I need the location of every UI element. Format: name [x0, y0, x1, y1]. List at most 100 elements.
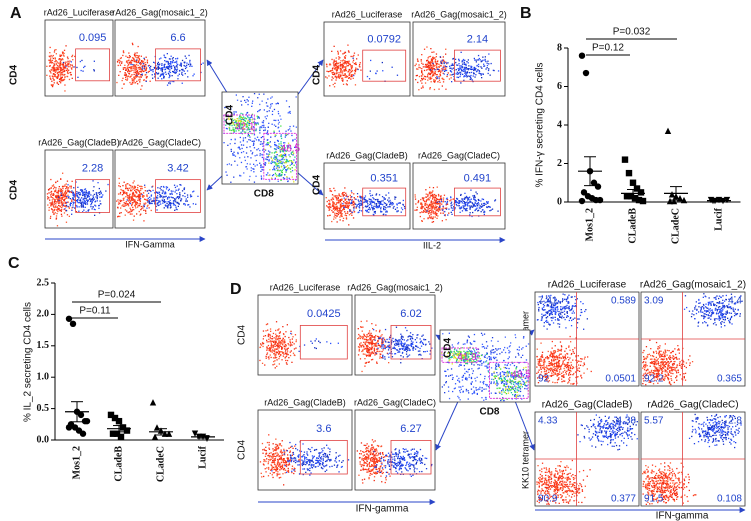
event-dot	[271, 465, 273, 467]
event-dot	[253, 181, 256, 183]
event-dot	[50, 208, 53, 210]
event-dot	[51, 62, 53, 64]
event-dot	[287, 160, 289, 162]
event-dot	[232, 121, 234, 124]
event-dot	[431, 69, 433, 71]
event-dot	[359, 62, 361, 64]
event-dot	[273, 345, 275, 347]
event-dot	[175, 69, 178, 71]
event-dot	[337, 195, 339, 197]
event-dot	[178, 188, 180, 190]
event-dot	[138, 195, 140, 197]
event-dot	[274, 360, 276, 362]
gate	[362, 49, 407, 82]
event-dot	[168, 58, 171, 60]
event-dot	[171, 75, 173, 77]
event-dot	[251, 116, 253, 118]
event-dot	[73, 194, 75, 196]
event-dot	[138, 67, 141, 69]
event-dot	[54, 195, 57, 197]
event-dot	[381, 341, 383, 343]
event-dot	[255, 122, 257, 124]
event-dot	[282, 333, 285, 335]
event-dot	[421, 206, 423, 208]
event-dot	[240, 120, 242, 123]
event-dot	[122, 191, 124, 193]
event-dot	[277, 145, 279, 147]
event-dot	[371, 336, 373, 338]
event-dot	[427, 204, 429, 207]
event-dot	[417, 60, 419, 62]
event-dot	[466, 204, 469, 207]
event-dot	[245, 166, 247, 168]
event-dot	[438, 195, 440, 197]
event-dot	[362, 336, 365, 338]
event-dot	[416, 206, 418, 208]
event-dot	[428, 341, 430, 343]
event-dot	[421, 220, 423, 222]
event-dot	[286, 363, 288, 365]
event-dot	[269, 337, 271, 339]
event-dot	[360, 346, 363, 348]
event-dot	[371, 351, 373, 354]
event-dot	[339, 50, 342, 52]
event-dot	[268, 162, 270, 164]
event-dot	[473, 68, 476, 71]
event-dot	[359, 337, 362, 340]
event-dot	[178, 73, 180, 75]
event-dot	[445, 53, 447, 55]
event-dot	[433, 64, 435, 66]
event-dot	[368, 343, 370, 345]
event-dot	[251, 128, 253, 130]
event-dot	[64, 185, 66, 187]
event-dot	[428, 62, 430, 65]
event-dot	[279, 331, 281, 333]
event-dot	[141, 85, 143, 87]
event-dot	[328, 75, 330, 77]
event-dot	[180, 198, 183, 200]
event-dot	[350, 213, 352, 215]
event-dot	[267, 344, 270, 347]
event-dot	[282, 155, 284, 157]
event-dot	[257, 116, 259, 118]
event-dot	[406, 344, 408, 346]
event-dot	[261, 156, 263, 159]
event-dot	[281, 348, 283, 350]
event-dot	[171, 192, 173, 194]
event-dot	[349, 210, 351, 212]
event-dot	[71, 199, 73, 201]
event-dot	[233, 130, 235, 132]
event-dot	[171, 193, 173, 195]
event-dot	[488, 63, 490, 65]
event-dot	[225, 124, 227, 126]
event-dot	[378, 331, 381, 333]
event-dot	[53, 69, 56, 72]
event-dot	[234, 126, 237, 129]
event-dot	[255, 159, 257, 162]
event-dot	[472, 206, 474, 208]
event-dot	[230, 150, 232, 152]
event-dot	[457, 72, 459, 74]
event-dot	[429, 76, 431, 78]
event-dot	[257, 122, 259, 124]
event-dot	[421, 78, 423, 80]
event-dot	[480, 211, 482, 213]
event-dot	[337, 67, 340, 69]
event-dot	[271, 159, 274, 161]
event-dot	[187, 196, 189, 198]
event-dot	[388, 200, 390, 203]
event-dot	[469, 75, 471, 78]
event-dot	[370, 59, 372, 62]
event-dot	[476, 203, 478, 205]
event-dot	[225, 171, 227, 173]
event-dot	[295, 347, 297, 349]
event-dot	[137, 75, 139, 78]
event-dot	[337, 342, 339, 344]
event-dot	[246, 141, 248, 143]
event-dot	[351, 211, 353, 213]
event-dot	[289, 354, 292, 357]
event-dot	[172, 71, 175, 73]
event-dot	[280, 346, 283, 348]
event-dot	[464, 201, 466, 204]
event-dot	[134, 77, 136, 80]
